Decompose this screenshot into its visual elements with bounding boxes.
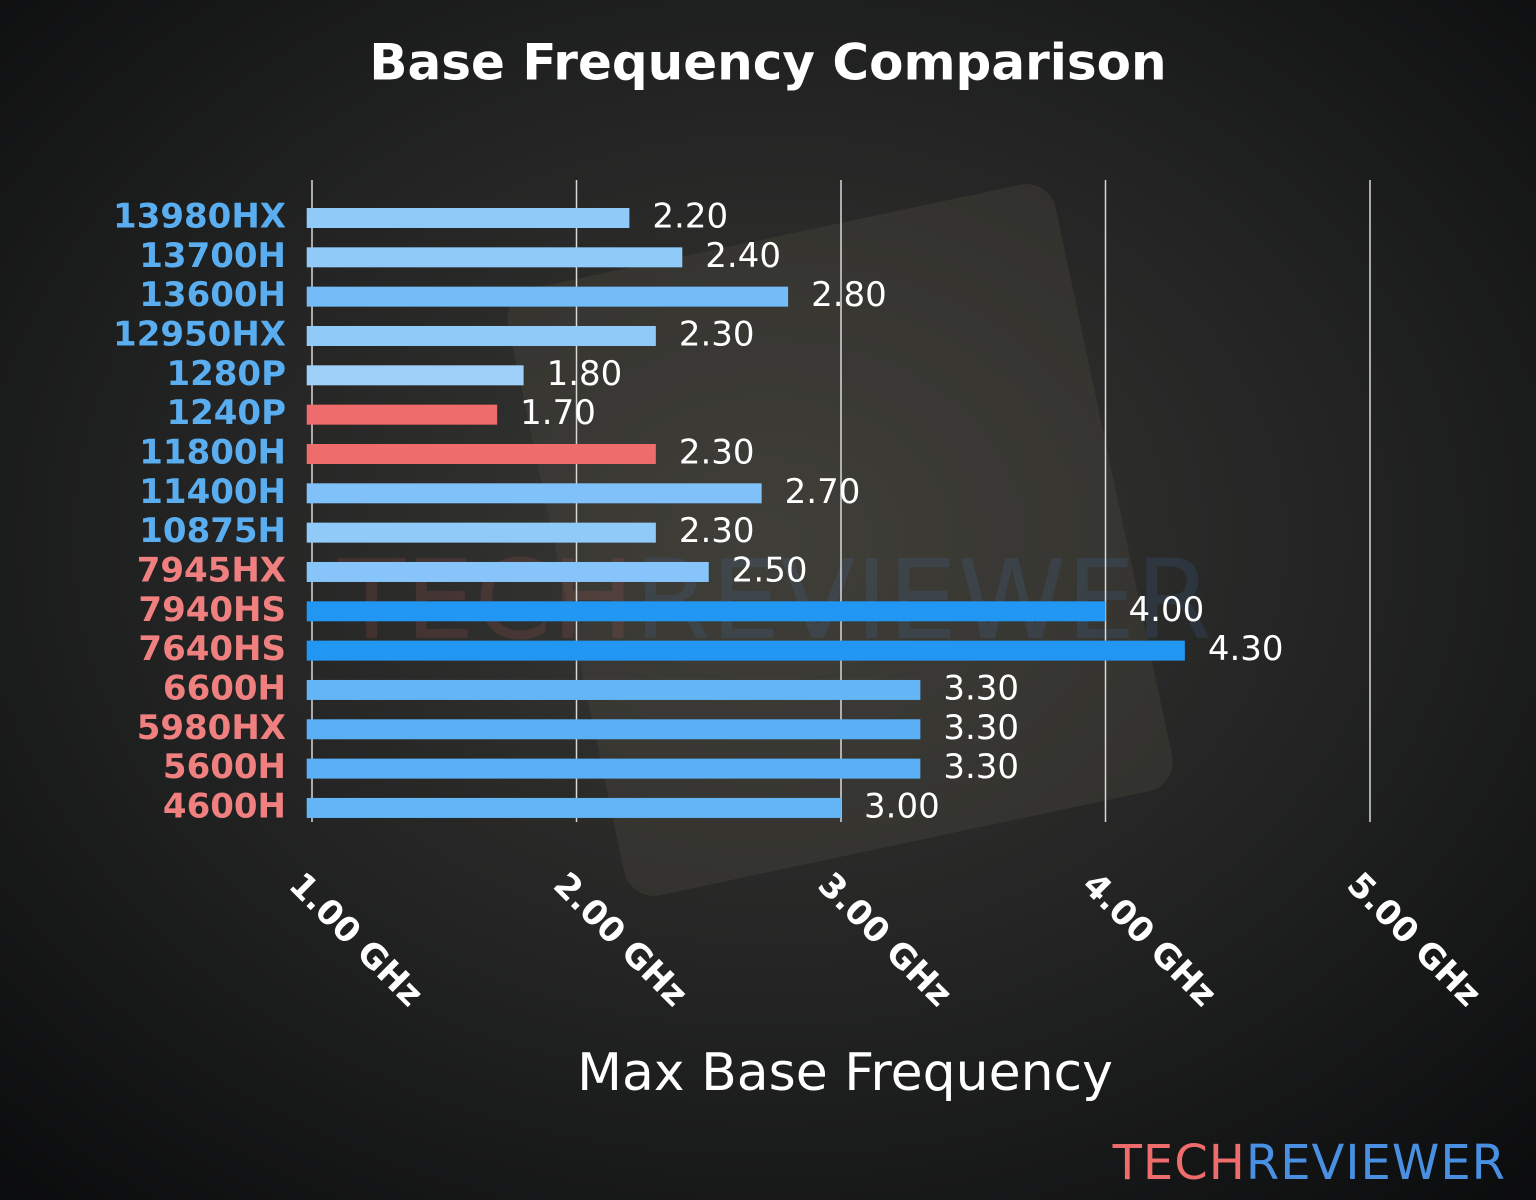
y-tick-label: 6600H bbox=[163, 668, 286, 708]
bar bbox=[306, 483, 762, 504]
x-axis-label: Max Base Frequency bbox=[577, 1043, 1113, 1103]
y-tick-label: 5600H bbox=[163, 747, 286, 787]
value-label: 2.30 bbox=[679, 511, 755, 551]
y-tick-label: 11800H bbox=[139, 432, 286, 472]
bar bbox=[306, 561, 709, 582]
y-tick-label: 11400H bbox=[139, 472, 286, 512]
value-label: 2.50 bbox=[732, 550, 808, 590]
value-label: 2.30 bbox=[679, 314, 755, 354]
bar bbox=[306, 247, 683, 268]
bar bbox=[306, 443, 656, 464]
value-label: 4.00 bbox=[1129, 590, 1205, 630]
value-label: 2.30 bbox=[679, 432, 755, 472]
value-label: 3.30 bbox=[943, 708, 1019, 748]
bar bbox=[306, 325, 656, 346]
value-label: 3.00 bbox=[864, 786, 940, 826]
y-tick-label: 10875H bbox=[139, 511, 286, 551]
logo-reviewer: REVIEWER bbox=[1246, 1135, 1506, 1191]
y-tick-label: 7945HX bbox=[137, 550, 286, 590]
y-tick-label: 13980HX bbox=[113, 197, 286, 237]
y-tick-label: 4600H bbox=[163, 786, 286, 826]
logo-tech: TECH bbox=[1112, 1135, 1246, 1191]
value-label: 2.80 bbox=[811, 275, 887, 315]
y-tick-label: 1280P bbox=[166, 354, 286, 394]
bar bbox=[306, 640, 1185, 661]
y-tick-label: 5980HX bbox=[137, 708, 286, 748]
y-tick-label: 13600H bbox=[139, 275, 286, 315]
bar bbox=[306, 679, 921, 700]
logo: TECHREVIEWER bbox=[1112, 1135, 1506, 1191]
value-label: 1.70 bbox=[520, 393, 596, 433]
y-tick-label: 7940HS bbox=[138, 590, 286, 630]
bar bbox=[306, 719, 921, 740]
bar bbox=[306, 601, 1106, 622]
y-tick-label: 1240P bbox=[166, 393, 286, 433]
value-label: 2.70 bbox=[785, 472, 861, 512]
value-label: 2.40 bbox=[705, 236, 781, 276]
value-label: 3.30 bbox=[943, 668, 1019, 708]
y-tick-label: 13700H bbox=[139, 236, 286, 276]
value-label: 3.30 bbox=[943, 747, 1019, 787]
bar bbox=[306, 797, 842, 818]
bar bbox=[306, 208, 630, 228]
bar bbox=[306, 522, 656, 543]
bar bbox=[306, 286, 789, 307]
bar bbox=[306, 404, 498, 425]
bar bbox=[306, 365, 524, 386]
background-chip bbox=[507, 184, 1173, 896]
bar bbox=[306, 758, 921, 779]
value-label: 4.30 bbox=[1208, 629, 1284, 669]
y-tick-label: 7640HS bbox=[138, 629, 286, 669]
value-label: 2.20 bbox=[652, 197, 728, 237]
y-tick-label: 12950HX bbox=[113, 314, 286, 354]
chart-title: Base Frequency Comparison bbox=[369, 34, 1166, 92]
value-label: 1.80 bbox=[547, 354, 623, 394]
